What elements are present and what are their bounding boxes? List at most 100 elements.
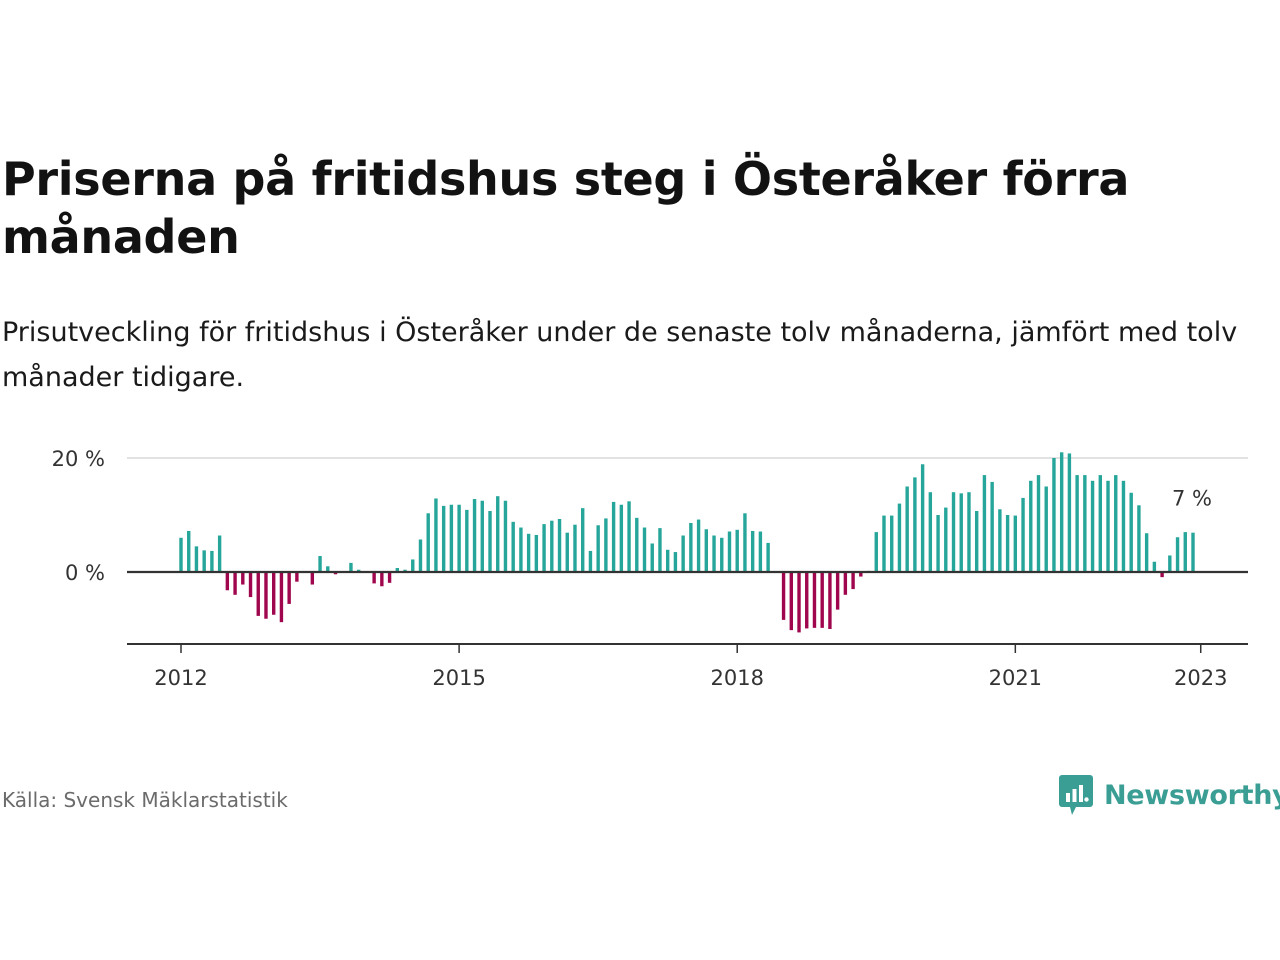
bar (356, 569, 361, 572)
bar (233, 572, 237, 595)
brand-name: Newsworthy (1104, 779, 1280, 811)
bar (1129, 492, 1133, 572)
bar (1191, 532, 1195, 572)
bar (241, 572, 245, 585)
bar (1106, 480, 1110, 572)
bar (982, 475, 987, 572)
bar (279, 572, 284, 623)
bar (1175, 537, 1180, 572)
bar (272, 572, 276, 615)
bar (550, 520, 554, 572)
bar (194, 546, 199, 572)
x-tick-label: 2012 (154, 666, 207, 690)
bar (1005, 515, 1010, 572)
bar (511, 521, 515, 572)
bar (387, 572, 392, 583)
bar (897, 503, 902, 572)
axes (127, 570, 1248, 653)
bar (990, 481, 994, 572)
x-tick-label: 2023 (1174, 666, 1227, 690)
bar (820, 572, 824, 628)
bar (951, 492, 956, 572)
bar (967, 492, 971, 572)
bar (619, 504, 624, 572)
bar (766, 542, 770, 572)
bar (1168, 555, 1172, 572)
bar (256, 572, 260, 616)
y-tick-label: 0 % (65, 561, 105, 585)
bar (998, 509, 1002, 572)
bar (627, 501, 631, 572)
bar (665, 549, 670, 572)
bar (287, 572, 291, 604)
bar (1013, 515, 1018, 572)
bar-chart-speech-bubble-icon (1059, 775, 1093, 815)
bar (789, 572, 793, 631)
bar (650, 543, 654, 572)
bar (418, 539, 423, 572)
bar (1137, 505, 1141, 572)
bar (704, 529, 709, 572)
bar (403, 569, 407, 572)
bar (573, 524, 577, 572)
bar (411, 559, 415, 572)
bar (712, 535, 716, 572)
bar (480, 500, 484, 572)
bar (295, 572, 299, 582)
bar (1160, 572, 1164, 578)
bar (472, 499, 477, 572)
bar (696, 519, 701, 572)
bar (488, 511, 492, 572)
bar (326, 566, 330, 572)
bar (936, 515, 940, 572)
bar (596, 525, 600, 572)
bar (720, 537, 724, 572)
bar (519, 527, 523, 572)
bar (1044, 486, 1048, 572)
bar (611, 501, 616, 572)
bar (187, 530, 191, 572)
bar (635, 517, 639, 572)
bar (1067, 453, 1072, 572)
bar (1029, 480, 1033, 572)
bar (179, 537, 183, 572)
newsworthy-logo: Newsworthy (1058, 772, 1280, 818)
bar (534, 534, 539, 572)
bar (1075, 475, 1079, 572)
bar (526, 533, 531, 572)
bar (217, 535, 222, 572)
bar (395, 568, 400, 572)
bar (905, 486, 909, 572)
bar (727, 531, 732, 572)
bar (874, 532, 878, 572)
bar (959, 493, 963, 572)
bar (658, 528, 662, 572)
bar (1052, 458, 1056, 572)
x-tick-label: 2021 (989, 666, 1042, 690)
bar (797, 572, 801, 633)
bar (1121, 480, 1126, 572)
bar (372, 572, 376, 584)
x-tick-label: 2018 (710, 666, 763, 690)
bar (781, 572, 786, 620)
tick-labels: 0 % 20 % 2012 2015 2018 2021 2023 7 % (52, 447, 1228, 690)
bar (1098, 475, 1102, 572)
bar (1036, 475, 1041, 572)
source-note: Källa: Svensk Mäklarstatistik (2, 788, 288, 812)
bar (673, 552, 678, 572)
bar (743, 513, 747, 572)
bar (1021, 497, 1025, 572)
bar (1059, 452, 1064, 572)
bar (380, 572, 384, 587)
bar (882, 515, 886, 572)
bar (920, 464, 925, 572)
bar (758, 531, 763, 572)
y-tick-label: 20 % (52, 447, 105, 471)
bar (812, 572, 817, 628)
bar (333, 572, 338, 575)
bar (805, 572, 809, 629)
bar (1144, 533, 1149, 572)
bar (349, 562, 353, 572)
chart-subtitle: Prisutveckling för fritidshus i Österåke… (2, 317, 1238, 393)
bar (890, 515, 894, 572)
